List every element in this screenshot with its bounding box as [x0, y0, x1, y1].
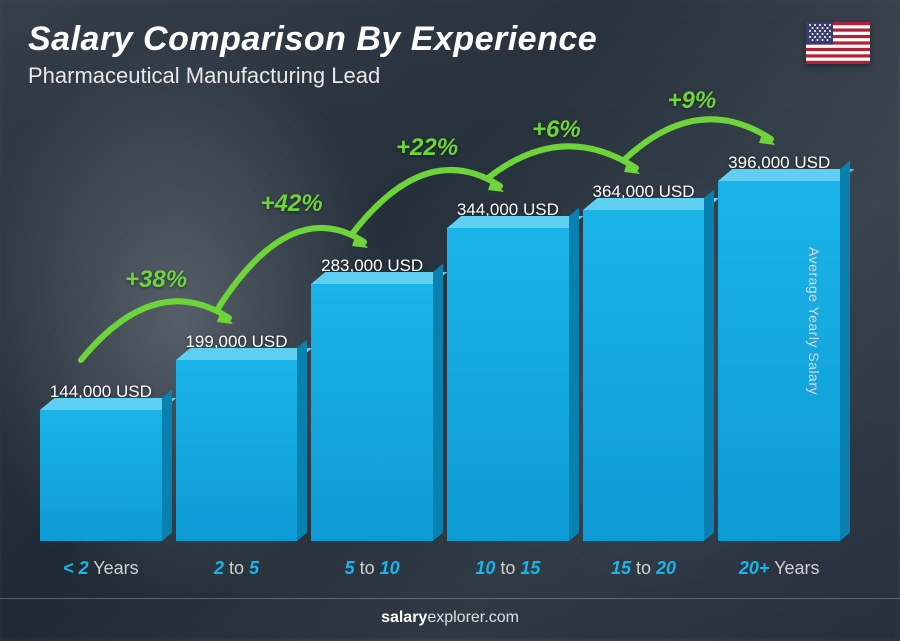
x-axis-label: 10 to 15 — [447, 558, 569, 579]
bar — [447, 228, 569, 541]
growth-percent-label: +42% — [261, 190, 323, 218]
bars-container: 144,000 USD199,000 USD283,000 USD344,000… — [40, 121, 840, 541]
x-axis-label: 15 to 20 — [583, 558, 705, 579]
bar-column: 364,000 USD — [583, 182, 705, 541]
bar-column: 144,000 USD — [40, 382, 162, 541]
y-axis-label: Average Yearly Salary — [806, 247, 822, 395]
x-axis-label: < 2 Years — [40, 558, 162, 579]
bar — [583, 210, 705, 541]
growth-percent-label: +38% — [125, 266, 187, 294]
bar — [311, 284, 433, 541]
bar-chart: 144,000 USD199,000 USD283,000 USD344,000… — [40, 110, 840, 579]
footer-brand-bold: salary — [381, 609, 427, 626]
bar — [40, 410, 162, 541]
growth-percent-label: +6% — [532, 116, 581, 144]
page-title: Salary Comparison By Experience — [28, 20, 872, 59]
footer-brand-rest: explorer.com — [427, 609, 519, 626]
x-axis-label: 5 to 10 — [311, 558, 433, 579]
x-axis-label: 20+ Years — [718, 558, 840, 579]
growth-percent-label: +22% — [396, 134, 458, 162]
bar-column: 199,000 USD — [176, 332, 298, 541]
header: Salary Comparison By Experience Pharmace… — [28, 20, 872, 89]
growth-percent-label: +9% — [668, 87, 717, 115]
bar-column: 283,000 USD — [311, 256, 433, 541]
footer: salaryexplorer.com — [0, 598, 900, 627]
page-subtitle: Pharmaceutical Manufacturing Lead — [28, 63, 872, 89]
x-axis-label: 2 to 5 — [176, 558, 298, 579]
bar-column: 344,000 USD — [447, 200, 569, 541]
flag-icon — [806, 22, 870, 64]
bar — [176, 360, 298, 541]
x-axis-labels: < 2 Years 2 to 5 5 to 10 10 to 15 15 to 20 20… — [40, 558, 840, 579]
